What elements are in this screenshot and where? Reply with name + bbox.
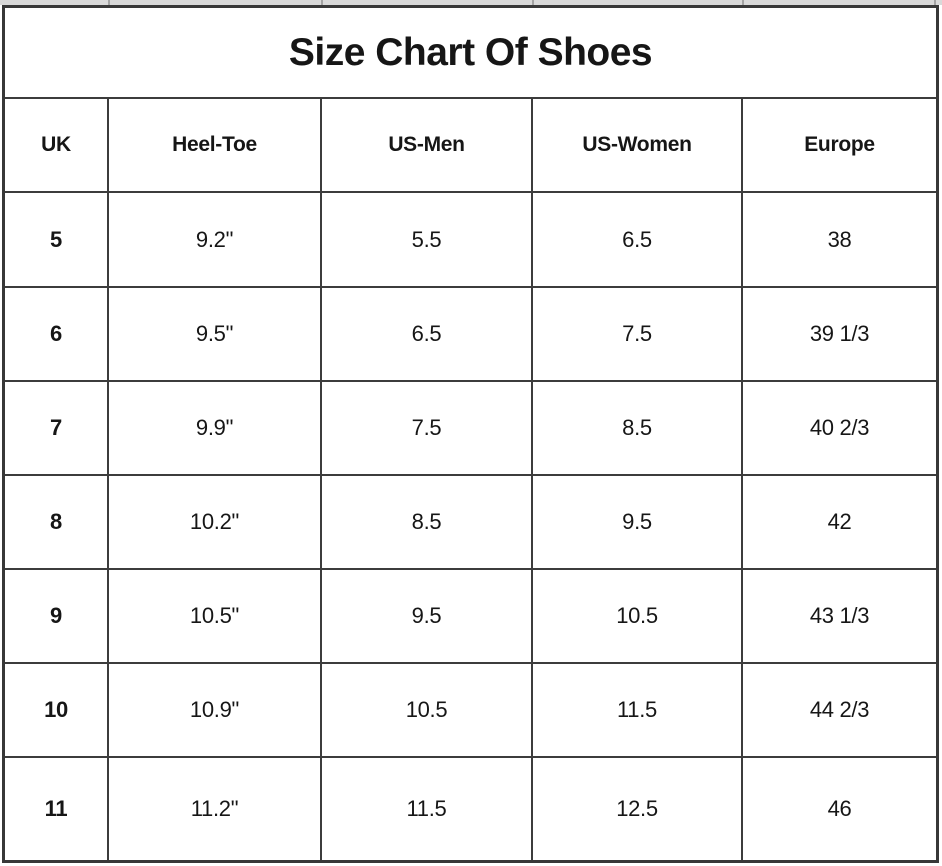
table-cell: 10.5" <box>109 570 322 664</box>
gridline-tick <box>742 0 744 5</box>
table-cell: 6.5 <box>322 288 533 382</box>
table-cell: 9.2" <box>109 193 322 288</box>
table-cell: 46 <box>827 796 852 821</box>
table-cell: 38 <box>743 193 936 288</box>
table-cell: 10 <box>5 664 109 758</box>
table-cell: 7.5 <box>322 382 533 476</box>
table-cell: 7.5 <box>533 288 743 382</box>
table-cell: 44 2/3 <box>743 664 936 758</box>
table-cell: 11 <box>5 758 109 860</box>
table-cell: 11.5 <box>533 664 743 758</box>
table-cell: 39 1/3 <box>743 288 936 382</box>
table-cell: 8.5 <box>533 382 743 476</box>
table-title: Size Chart Of Shoes <box>5 8 936 99</box>
table-cell: 8 <box>5 476 109 570</box>
column-header-europe: Europe <box>743 99 936 193</box>
table-cell: 5 <box>5 193 109 288</box>
table-cell: 7 <box>5 382 109 476</box>
table-cell: 42 <box>743 476 936 570</box>
gridline-tick <box>108 0 110 5</box>
gridline-tick <box>532 0 534 5</box>
size-chart-table: Size Chart Of Shoes UK Heel-Toe US-Men U… <box>2 5 939 863</box>
table-cell: 11.5 <box>322 758 533 860</box>
table-cell: 11.2" <box>109 758 322 860</box>
table-cell: 8.5 <box>322 476 533 570</box>
table-cell: 10.5 <box>533 570 743 664</box>
column-header-us-men: US-Men <box>322 99 533 193</box>
column-header-heel-toe: Heel-Toe <box>109 99 322 193</box>
table-cell: 5.5 <box>322 193 533 288</box>
table-cell: 10.9" <box>109 664 322 758</box>
gridline-tick <box>321 0 323 5</box>
table-cell: 9.5" <box>109 288 322 382</box>
table-cell: 6 <box>5 288 109 382</box>
table-cell: 9 <box>5 570 109 664</box>
table-cell: 12.5 <box>533 758 743 860</box>
column-header-us-women: US-Women <box>533 99 743 193</box>
table-cell: 6.5 <box>533 193 743 288</box>
table-cell: 10.5 <box>322 664 533 758</box>
table-cell: 43 1/3 <box>743 570 936 664</box>
table-cell: 9.9" <box>109 382 322 476</box>
table-cell: 9.5 <box>322 570 533 664</box>
table-cell: 10.2" <box>109 476 322 570</box>
table-cell: 40 2/3 <box>743 382 936 476</box>
spreadsheet-gridline-strip <box>0 0 942 5</box>
column-header-uk: UK <box>5 99 109 193</box>
table-cell: 9.5 <box>533 476 743 570</box>
gridline-tick <box>934 0 936 5</box>
